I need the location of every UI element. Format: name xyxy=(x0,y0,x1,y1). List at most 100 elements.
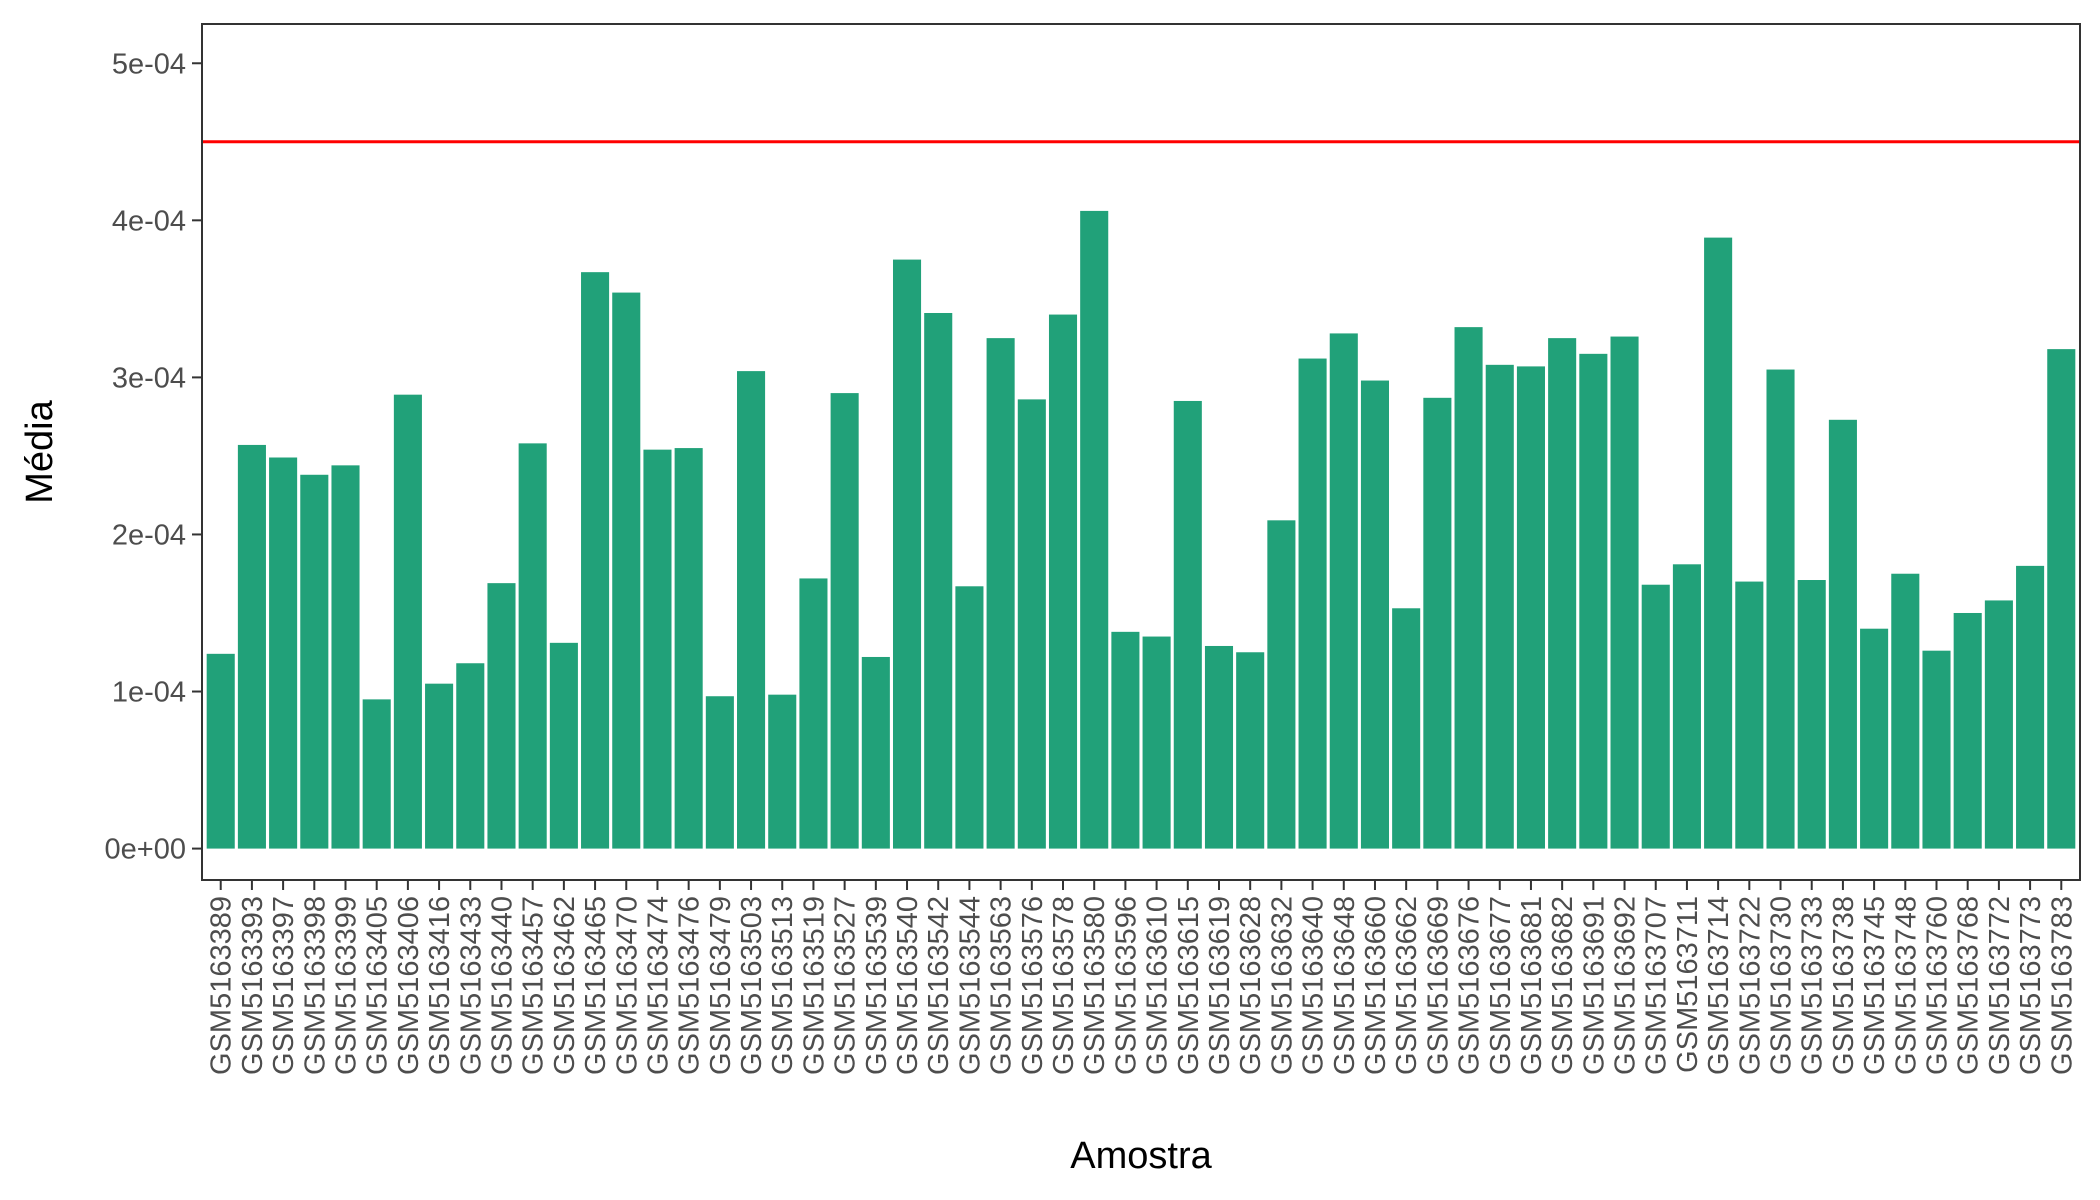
bar-GSM5163416 xyxy=(425,683,454,849)
x-tick-label: GSM5163681 xyxy=(1516,896,1548,1075)
bar-GSM5163470 xyxy=(612,292,641,849)
bar-GSM5163615 xyxy=(1173,400,1202,849)
x-tick-label: GSM5163393 xyxy=(237,896,269,1075)
x-tick-label: GSM5163470 xyxy=(611,896,643,1075)
x-tick-label: GSM5163632 xyxy=(1266,896,1298,1075)
x-tick-label: GSM5163476 xyxy=(674,896,706,1075)
x-tick-label: GSM5163738 xyxy=(1828,896,1860,1075)
x-tick-label: GSM5163542 xyxy=(923,896,955,1075)
bar-GSM5163457 xyxy=(518,443,547,849)
bar-GSM5163540 xyxy=(892,259,922,849)
x-tick-label: GSM5163682 xyxy=(1547,896,1579,1075)
bar-GSM5163677 xyxy=(1485,364,1514,849)
y-tick-label: 3e-04 xyxy=(112,362,186,394)
bar-GSM5163465 xyxy=(581,272,610,849)
x-tick-label: GSM5163619 xyxy=(1204,896,1236,1075)
x-tick-label: GSM5163399 xyxy=(331,896,363,1075)
bar-GSM5163406 xyxy=(393,394,422,849)
x-tick-label: GSM5163773 xyxy=(2015,896,2047,1075)
y-axis-title: Média xyxy=(19,399,61,503)
bar-GSM5163544 xyxy=(955,586,984,849)
bar-GSM5163768 xyxy=(1953,612,1982,849)
x-tick-label: GSM5163405 xyxy=(362,896,394,1075)
x-tick-label: GSM5163503 xyxy=(736,896,768,1075)
x-tick-label: GSM5163677 xyxy=(1485,896,1517,1075)
bar-GSM5163474 xyxy=(643,449,672,849)
bar-GSM5163748 xyxy=(1891,573,1920,849)
bar-GSM5163714 xyxy=(1704,237,1733,849)
x-tick-label: GSM5163596 xyxy=(1110,896,1142,1075)
x-tick-label: GSM5163745 xyxy=(1859,896,1891,1075)
x-tick-label: GSM5163416 xyxy=(424,896,456,1075)
x-tick-label: GSM5163714 xyxy=(1703,896,1735,1075)
x-axis-title: Amostra xyxy=(1070,1135,1212,1177)
x-tick-label: GSM5163707 xyxy=(1641,896,1673,1075)
x-tick-label: GSM5163519 xyxy=(798,896,830,1075)
x-tick-label: GSM5163474 xyxy=(642,896,674,1075)
x-tick-label: GSM5163691 xyxy=(1578,896,1610,1075)
x-tick-label: GSM5163540 xyxy=(892,896,924,1075)
bar-GSM5163745 xyxy=(1860,628,1889,849)
x-tick-label: GSM5163398 xyxy=(299,896,331,1075)
x-tick-label: GSM5163662 xyxy=(1391,896,1423,1075)
bar-GSM5163760 xyxy=(1922,650,1951,849)
y-tick-label: 0e+00 xyxy=(105,834,186,866)
x-tick-label: GSM5163433 xyxy=(455,896,487,1075)
x-tick-label: GSM5163462 xyxy=(549,896,581,1075)
bar-GSM5163681 xyxy=(1516,366,1545,849)
bar-GSM5163662 xyxy=(1392,608,1421,849)
x-tick-label: GSM5163730 xyxy=(1766,896,1798,1075)
x-tick-label: GSM5163772 xyxy=(1984,896,2016,1075)
x-tick-label: GSM5163389 xyxy=(206,896,238,1075)
x-tick-label: GSM5163783 xyxy=(2046,896,2078,1075)
bar-GSM5163711 xyxy=(1672,564,1701,849)
x-tick-label: GSM5163576 xyxy=(1017,896,1049,1075)
bar-GSM5163773 xyxy=(2016,565,2045,849)
bar-GSM5163660 xyxy=(1360,380,1390,849)
x-tick-label: GSM5163610 xyxy=(1142,896,1174,1075)
bar-GSM5163440 xyxy=(487,583,516,849)
bar-GSM5163479 xyxy=(705,696,734,849)
bar-GSM5163576 xyxy=(1017,399,1046,849)
bar-GSM5163503 xyxy=(737,371,766,849)
bar-GSM5163738 xyxy=(1828,419,1857,849)
x-tick-label: GSM5163669 xyxy=(1422,896,1454,1075)
x-tick-label: GSM5163676 xyxy=(1454,896,1486,1075)
y-axis: 0e+00 1e-04 2e-04 3e-04 4e-04 5e-04 xyxy=(105,48,202,866)
bar-GSM5163389 xyxy=(206,653,235,849)
bar-GSM5163596 xyxy=(1111,631,1140,849)
y-tick-label: 2e-04 xyxy=(112,519,186,551)
x-tick-label: GSM5163544 xyxy=(954,896,986,1075)
bar-GSM5163640 xyxy=(1298,358,1327,849)
x-tick-label: GSM5163527 xyxy=(830,896,862,1075)
bar-GSM5163691 xyxy=(1579,353,1608,849)
bar-GSM5163628 xyxy=(1236,652,1265,849)
bar-GSM5163398 xyxy=(300,474,329,849)
y-tick-label: 1e-04 xyxy=(112,677,186,709)
bar-GSM5163405 xyxy=(362,699,391,849)
x-tick-label: GSM5163760 xyxy=(1921,896,1953,1075)
x-tick-label: GSM5163539 xyxy=(861,896,893,1075)
x-tick-label: GSM5163406 xyxy=(393,896,425,1075)
bar-GSM5163730 xyxy=(1766,369,1795,849)
x-tick-label: GSM5163580 xyxy=(1079,896,1111,1075)
x-tick-label: GSM5163457 xyxy=(518,896,550,1075)
x-tick-label: GSM5163465 xyxy=(580,896,612,1075)
bar-GSM5163519 xyxy=(799,578,828,849)
x-axis: GSM5163389 GSM5163393 GSM5163397 GSM5163398… xyxy=(206,880,2078,1075)
x-tick-label: GSM5163479 xyxy=(705,896,737,1075)
x-tick-label: GSM5163648 xyxy=(1329,896,1361,1075)
bar-GSM5163610 xyxy=(1142,636,1171,849)
x-tick-label: GSM5163692 xyxy=(1610,896,1642,1075)
bar-GSM5163648 xyxy=(1329,333,1358,849)
x-tick-label: GSM5163563 xyxy=(986,896,1018,1075)
x-tick-label: GSM5163660 xyxy=(1360,896,1392,1075)
plot-panel-border xyxy=(201,23,2081,881)
x-tick-label: GSM5163513 xyxy=(767,896,799,1075)
bars-layer xyxy=(206,210,2076,849)
bar-GSM5163692 xyxy=(1610,336,1639,849)
bar-GSM5163783 xyxy=(2047,349,2076,849)
bar-GSM5163578 xyxy=(1048,314,1078,849)
x-tick-label: GSM5163397 xyxy=(268,896,300,1075)
